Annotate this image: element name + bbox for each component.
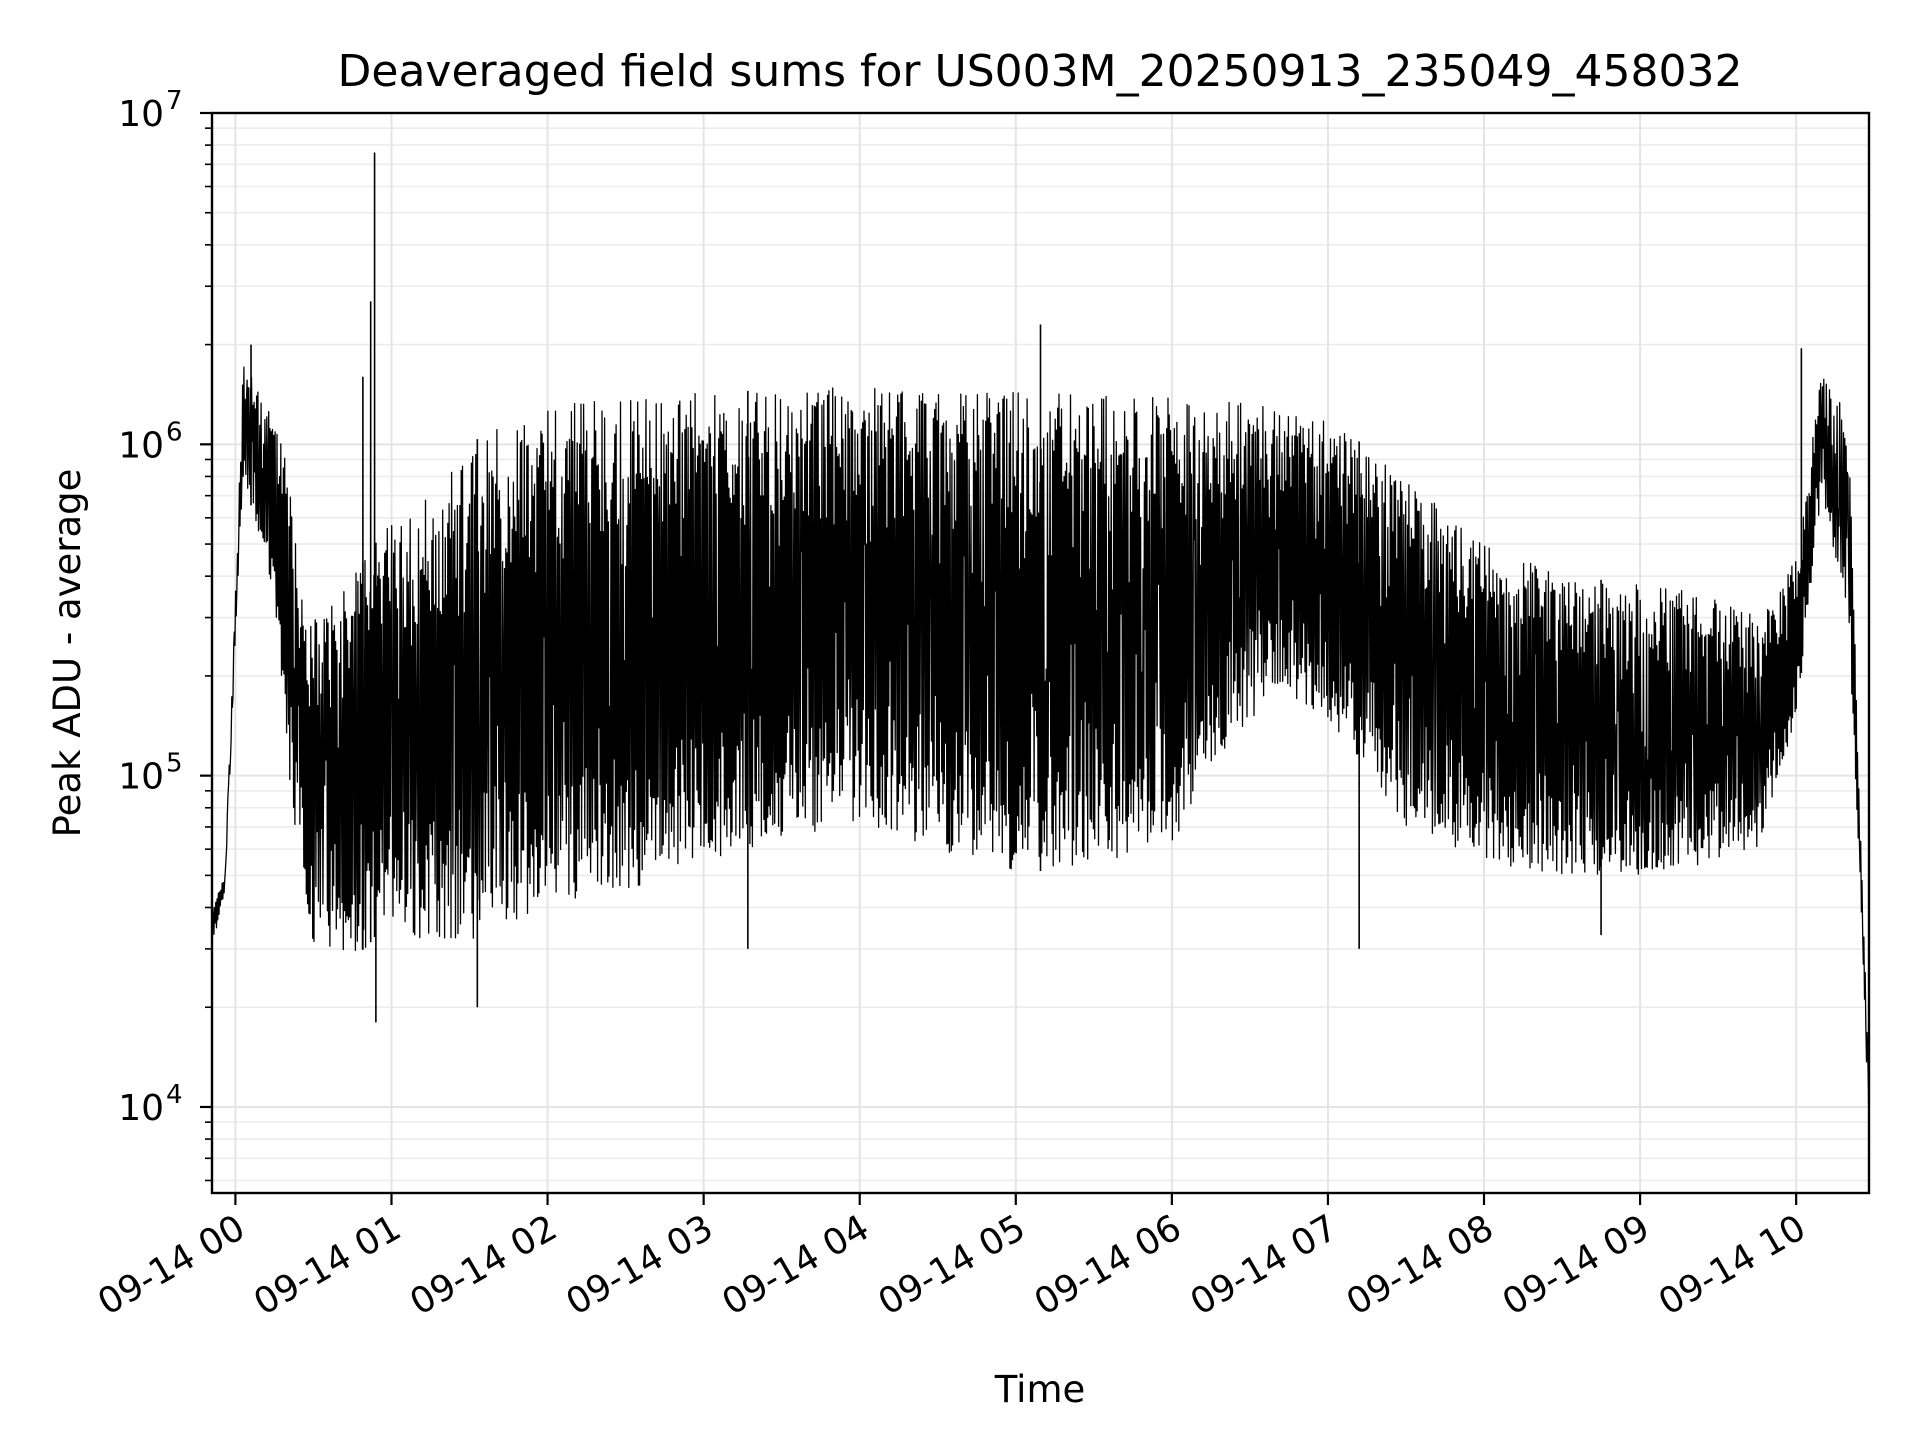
y-tick-label: 10 [118,425,164,466]
x-axis-label: Time [994,1368,1086,1411]
series-layer [211,152,1870,1135]
chart-title: Deaveraged field sums for US003M_2025091… [338,46,1743,97]
plot-frame [210,111,1871,1195]
y-tick-label: 10 [118,94,164,135]
y-tick-label-exponent: 6 [166,417,183,447]
y-tick-label-exponent: 4 [166,1080,183,1110]
y-axis-label: Peak ADU - average [46,469,89,838]
y-tick-label-exponent: 5 [166,749,183,779]
y-tick-label-exponent: 7 [166,86,183,116]
y-tick-label: 10 [118,1088,164,1129]
y-tick-label: 10 [118,757,164,798]
